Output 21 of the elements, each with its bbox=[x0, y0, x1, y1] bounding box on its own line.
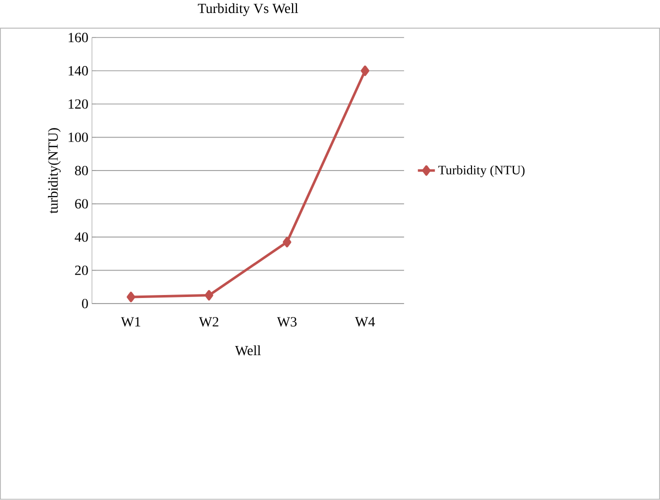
point bbox=[126, 292, 136, 302]
y-tick-label: 100 bbox=[68, 132, 88, 142]
y-tick-label: 80 bbox=[75, 166, 88, 176]
y-tick-label: 40 bbox=[74, 232, 88, 242]
x-tick-label: W4 bbox=[354, 317, 375, 327]
y-tick-label: 0 bbox=[82, 299, 88, 308]
point bbox=[282, 236, 292, 248]
y-axis-title: turbidity(NTU) bbox=[48, 128, 61, 214]
y-tick-label: 160 bbox=[68, 32, 88, 42]
legend-label: Turbidity (NTU) bbox=[438, 165, 525, 178]
x-tick-label: W1 bbox=[120, 317, 140, 327]
point bbox=[360, 66, 370, 76]
y-tick-label: 140 bbox=[68, 66, 88, 76]
x-tick-label: W3 bbox=[276, 317, 297, 327]
point bbox=[204, 290, 214, 301]
x-tick-label: W2 bbox=[198, 317, 218, 327]
x-axis-title: Well bbox=[235, 346, 261, 356]
chart-title: Turbidity Vs Well bbox=[198, 3, 298, 16]
y-tick-label: 120 bbox=[68, 99, 88, 109]
y-tick-label: 60 bbox=[75, 199, 88, 209]
y-tick-label: 20 bbox=[75, 266, 88, 276]
